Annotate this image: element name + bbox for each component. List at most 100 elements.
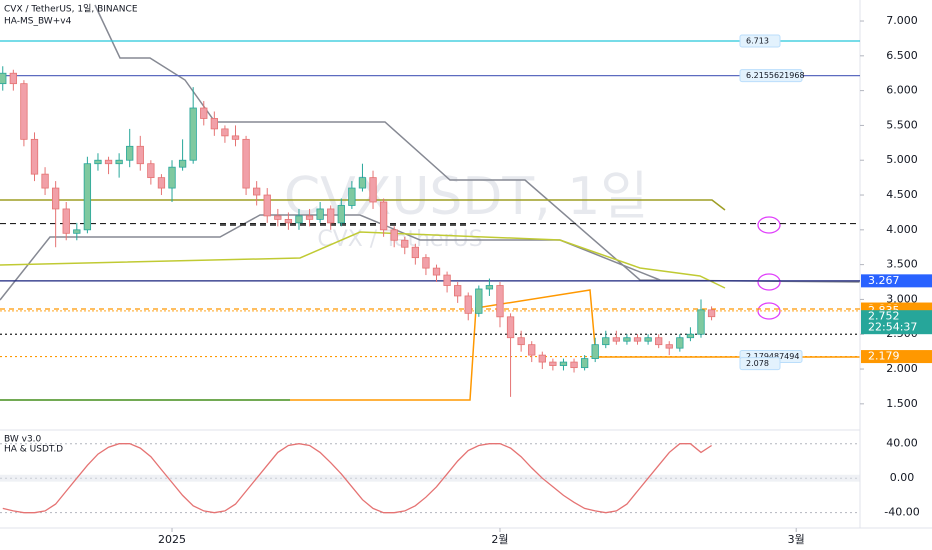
candle-body: [189, 107, 197, 161]
candle-body: [253, 187, 261, 196]
y-tick-label: 6.000: [886, 84, 918, 97]
y-tick-label: 2.000: [886, 362, 918, 375]
candle-body: [602, 337, 610, 346]
candle-body: [327, 208, 335, 224]
osc-tick-label: 40.00: [886, 437, 918, 450]
candle-body: [348, 187, 356, 206]
candle-body: [41, 173, 49, 189]
candle-body: [337, 205, 345, 224]
candle-body: [506, 316, 515, 339]
line-label: 2.078: [739, 357, 781, 371]
line-label-text: 2.179487494: [746, 352, 799, 361]
candle-body: [422, 257, 430, 269]
price-tag-box: [861, 310, 932, 335]
candle-body: [369, 177, 377, 203]
candle-body: [157, 177, 166, 189]
candle-body: [274, 215, 282, 220]
candle-body: [221, 128, 229, 137]
candle-body: [633, 337, 642, 342]
candle-body: [305, 215, 314, 220]
y-tick-label: 4.500: [886, 188, 918, 201]
y-tick-label: 5.500: [886, 118, 918, 131]
circle-marker: [757, 273, 781, 291]
price-tag-label: 3.267: [868, 274, 900, 287]
y-tick-label: 3.000: [886, 292, 918, 305]
osc-line: [2, 443, 712, 514]
candle-body: [168, 166, 176, 189]
osc-tick-label: 0.00: [890, 471, 915, 484]
candle-body: [0, 72, 7, 85]
x-tick-label: 2월: [491, 533, 508, 546]
candle-body: [178, 159, 187, 168]
candle-body: [295, 215, 303, 224]
candle-body: [200, 107, 208, 119]
candle-body: [20, 83, 28, 140]
candle-body: [623, 337, 631, 342]
stepped-line: [0, 199, 726, 211]
candle-body: [136, 145, 144, 165]
candle-body: [432, 267, 441, 276]
candle-body: [284, 218, 293, 224]
candle-body: [51, 187, 60, 210]
candle-body: [9, 72, 17, 85]
y-tick-label: 6.500: [886, 49, 918, 62]
line-label: 6.713: [739, 34, 781, 48]
line-label-box: [739, 69, 803, 83]
candle-body: [686, 333, 695, 339]
candle-body: [126, 145, 134, 161]
y-tick-label: 4.000: [886, 223, 918, 236]
candle-body: [73, 229, 81, 234]
candle-body: [538, 354, 546, 363]
candle-body: [62, 208, 70, 234]
line-label-text: 6.2155621968: [746, 71, 805, 80]
candle-body: [443, 274, 451, 286]
oscillator-subtitle: HA & USDT.D: [4, 445, 63, 455]
price-tag-box: [861, 350, 932, 364]
stepped-line: [0, 231, 726, 289]
price-tag-label: 2.752: [868, 310, 900, 323]
candle-body: [644, 337, 652, 342]
candle-body: [231, 135, 240, 140]
chart-title: CVX / TetherUS, 1일, BINANCE: [4, 4, 138, 15]
candle-body: [210, 118, 218, 130]
y-tick-label: 3.500: [886, 258, 918, 271]
countdown: 22:54:37: [868, 321, 917, 334]
candle-body: [316, 208, 324, 220]
candle-body: [464, 295, 472, 314]
x-tick-label: 2025: [158, 533, 186, 546]
candle-body: [454, 285, 462, 297]
candle-body: [612, 337, 621, 342]
candle-body: [591, 344, 599, 359]
candle-body: [496, 285, 504, 318]
candle-body: [655, 337, 663, 346]
y-tick-label: 1.500: [886, 397, 918, 410]
candle-body: [665, 344, 673, 349]
y-tick-label: 7.000: [886, 14, 918, 27]
line-label-text: 6.713: [746, 36, 769, 45]
candle-body: [676, 337, 684, 349]
candle-body: [242, 138, 250, 189]
candle-body: [697, 309, 705, 335]
candle-body: [517, 337, 525, 346]
candle-body: [30, 138, 39, 175]
indicator-name: HA-MS_BW+v4: [4, 17, 72, 27]
line-label-box: [739, 357, 781, 371]
candle-body: [115, 159, 123, 165]
osc-band: [0, 474, 860, 482]
line-label-text: 2.078: [746, 359, 769, 368]
circle-marker: [757, 216, 781, 234]
candle-body: [570, 361, 578, 369]
line-label-box: [739, 34, 781, 48]
price-tag: 3.267: [861, 274, 932, 288]
candle-body: [263, 194, 271, 217]
candle-body: [528, 344, 536, 356]
candle-body: [485, 285, 494, 290]
price-tag-label: 2.179: [868, 350, 900, 363]
candle-body: [707, 309, 716, 318]
osc-tick-label: -40.00: [884, 506, 919, 519]
candle-body: [94, 159, 102, 165]
candle-body: [401, 239, 409, 248]
